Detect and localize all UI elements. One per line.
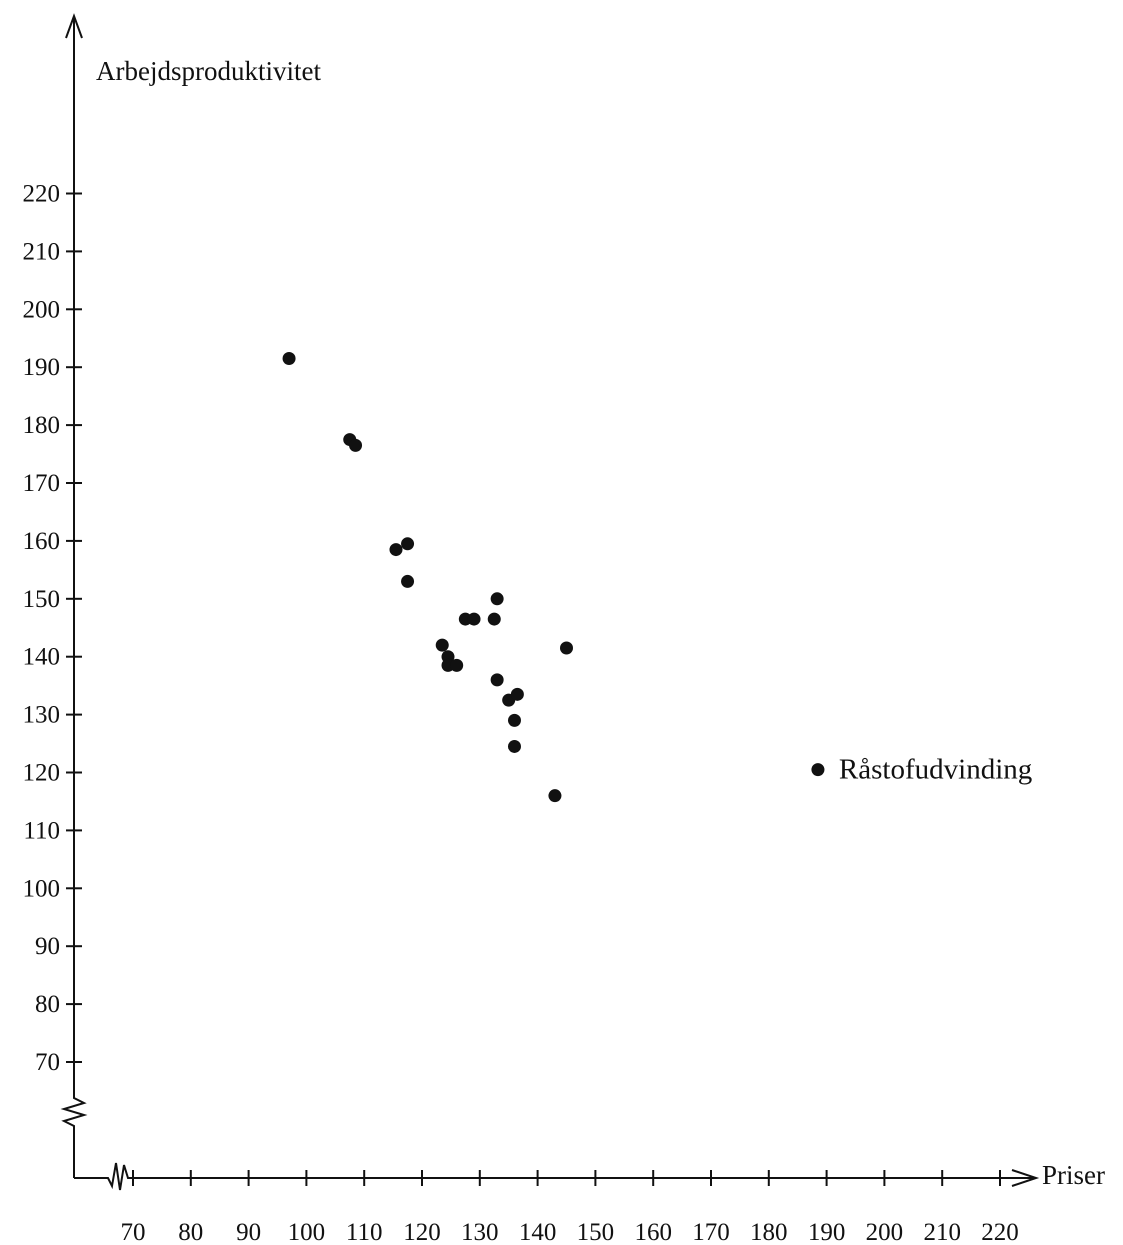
y-tick-label: 140 (23, 644, 61, 671)
data-point (282, 352, 296, 366)
y-tick-label: 100 (23, 875, 61, 902)
data-point (811, 763, 825, 777)
x-tick-label: 190 (808, 1219, 846, 1245)
y-axis-label: Arbejdsproduktivitet (96, 56, 321, 86)
data-point (401, 574, 415, 588)
x-tick-label: 140 (519, 1219, 557, 1245)
y-axis-arrow (65, 13, 83, 39)
y-tick-label: 90 (35, 933, 60, 960)
y-tick-label: 200 (23, 296, 61, 323)
x-tick-label: 200 (866, 1219, 904, 1245)
x-tick-label: 180 (750, 1219, 788, 1245)
y-tick-label: 110 (23, 817, 60, 844)
x-tick-label: 170 (692, 1219, 730, 1245)
data-point (507, 739, 521, 753)
y-axis-line (60, 18, 88, 1178)
x-axis-line (74, 1162, 1034, 1191)
x-axis-arrow (1011, 1169, 1040, 1187)
data-point (467, 612, 481, 626)
data-point (349, 438, 363, 452)
data-point (487, 612, 501, 626)
data-point (548, 789, 562, 803)
x-tick-label: 80 (178, 1219, 203, 1245)
x-tick-label: 110 (346, 1219, 383, 1245)
x-axis-label: Priser (1042, 1160, 1105, 1190)
y-tick-label: 170 (23, 470, 61, 497)
data-point (389, 543, 403, 557)
data-point (435, 638, 449, 652)
data-points: Råstofudvinding (282, 352, 1032, 803)
y-tick-label: 160 (23, 528, 61, 555)
x-tick-label: 150 (577, 1219, 615, 1245)
data-point (450, 658, 464, 672)
data-point (490, 592, 504, 606)
data-point (560, 641, 573, 655)
y-tick-label: 120 (23, 760, 61, 787)
y-tick-label: 220 (23, 181, 61, 208)
axes (60, 13, 1040, 1191)
x-tick-label: 90 (236, 1219, 261, 1245)
data-point (510, 687, 524, 701)
x-tick-label: 70 (121, 1219, 146, 1245)
x-tick-label: 220 (981, 1219, 1019, 1245)
y-tick-label: 150 (23, 586, 61, 613)
data-point (401, 537, 415, 551)
x-tick-label: 100 (288, 1219, 326, 1245)
data-point (490, 673, 504, 687)
ticks: 70 80 90 100 110 120 130 140 150 160 170 180 190 200 2… (23, 181, 1019, 1245)
data-point (507, 713, 521, 727)
x-tick-label: 210 (923, 1219, 961, 1245)
y-tick-label: 190 (23, 354, 61, 381)
y-tick-label: 130 (23, 702, 61, 729)
point-annotation: Råstofudvinding (839, 754, 1032, 786)
y-tick-label: 80 (35, 991, 60, 1018)
y-tick-label: 210 (23, 238, 61, 265)
x-tick-label: 120 (403, 1219, 441, 1245)
y-tick-label: 180 (23, 412, 61, 439)
y-tick-label: 70 (35, 1049, 60, 1076)
x-tick-label: 130 (461, 1219, 499, 1245)
x-tick-label: 160 (634, 1219, 672, 1245)
